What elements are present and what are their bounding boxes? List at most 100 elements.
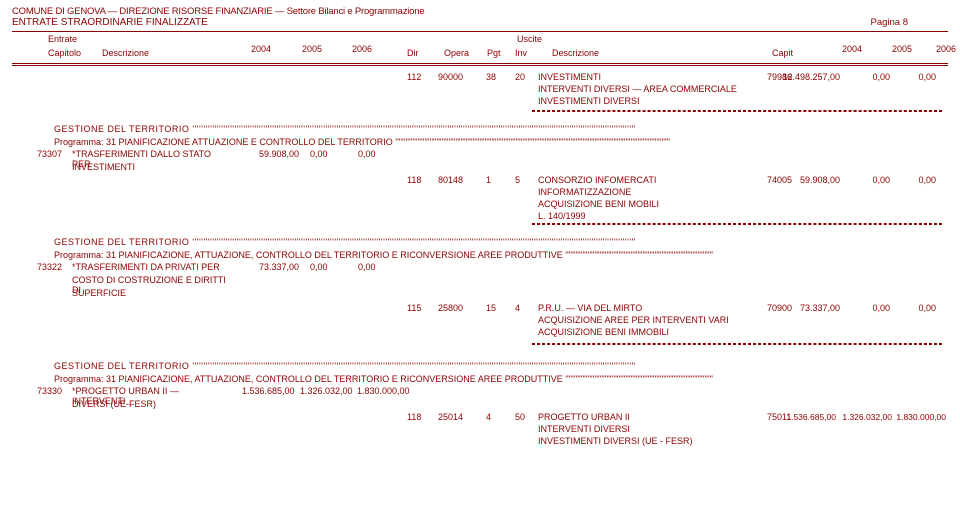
s2-u-d3: ACQUISIZIONE BENI IMMOBILI	[538, 327, 669, 337]
col-2004-left: 2004	[251, 44, 271, 54]
s3-ev3: 1.830.000,00	[357, 386, 410, 396]
dash-sep-1	[532, 110, 942, 112]
s3-u-v1: 1.536.685,00	[786, 412, 836, 422]
col-inv: Inv	[515, 48, 527, 58]
s1-u-v3: 0,00	[918, 175, 936, 185]
section3-entry-row2: DIVERSI (UE-FESR)	[12, 399, 948, 410]
column-headers: Entrate Uscite Capitolo Descrizione 2004…	[12, 34, 948, 60]
s3-u-dir: 118	[407, 412, 421, 422]
top-uscita-row2: INTERVENTI DIVERSI — AREA COMMERCIALE	[12, 84, 948, 96]
s3-ev2: 1.326.032,00	[300, 386, 353, 396]
header-line2: ENTRATE STRAORDINARIE FINALIZZATE	[12, 17, 870, 28]
s1-ev1: 59.908,00	[259, 149, 299, 159]
section3-entry-row1: 73330 *PROGETTO URBAN II — INTERVENTI 1.…	[12, 386, 948, 397]
s3-u-opera: 25014	[438, 412, 463, 422]
col-descrizione-left: Descrizione	[102, 48, 149, 58]
top-opera: 90000	[438, 72, 463, 82]
s2-uscita-row1: 115 25800 15 4 P.R.U. — VIA DEL MIRTO 70…	[12, 303, 948, 315]
s1-u-pgt: 1	[486, 175, 491, 185]
col-pgt: Pgt	[487, 48, 501, 58]
s2-u-inv: 4	[515, 303, 520, 313]
top-inv: 20	[515, 72, 525, 82]
s1-u-opera: 80148	[438, 175, 463, 185]
s2-u-dir: 115	[407, 303, 421, 313]
s1-u-d4: L. 140/1999	[538, 211, 586, 221]
section2-entry-row2: COSTO DI COSTRUZIONE E DIRITTI DI	[12, 275, 948, 286]
top-pgt: 38	[486, 72, 496, 82]
section2-title: GESTIONE DEL TERRITORIO ''''''''''''''''…	[54, 237, 948, 247]
s3-uscita-row2: INTERVENTI DIVERSI	[12, 424, 948, 436]
s1-ev3: 0,00	[358, 149, 376, 159]
rule-top	[12, 31, 948, 32]
section2-programma: Programma: 31 PIANIFICAZIONE, ATTUAZIONE…	[54, 250, 948, 260]
top-uscita-row3: INVESTIMENTI DIVERSI	[12, 96, 948, 108]
s3-u-v2: 1.326.032,00	[842, 412, 892, 422]
rule-1	[12, 63, 948, 64]
section3-title: GESTIONE DEL TERRITORIO ''''''''''''''''…	[54, 361, 948, 371]
col-descrizione-right: Descrizione	[552, 48, 599, 58]
s3-u-pgt: 4	[486, 412, 491, 422]
top-v1: 12.498.257,00	[782, 72, 840, 82]
s2-desc3: SUPERFICIE	[72, 288, 126, 298]
s1-u-v1: 59.908,00	[800, 175, 840, 185]
col-2005-right: 2005	[892, 44, 912, 54]
s1-u-capit: 74005	[767, 175, 792, 185]
s1-u-v2: 0,00	[872, 175, 890, 185]
s1-ev2: 0,00	[310, 149, 328, 159]
s1-u-dir: 118	[407, 175, 421, 185]
section2-entry-row3: SUPERFICIE	[12, 288, 948, 299]
dash-sep-3	[532, 343, 942, 345]
s1-u-d2: INFORMATIZZAZIONE	[538, 187, 631, 197]
s2-u-capit: 70900	[767, 303, 792, 313]
s1-code: 73307	[37, 149, 62, 159]
s2-desc1: *TRASFERIMENTI DA PRIVATI PER	[72, 262, 220, 272]
col-dir: Dir	[407, 48, 419, 58]
s3-u-v3: 1.830.000,00	[896, 412, 946, 422]
top-desc1: INVESTIMENTI	[538, 72, 601, 82]
col-2006-left: 2006	[352, 44, 372, 54]
col-capitolo: Capitolo	[48, 48, 81, 58]
s2-u-v2: 0,00	[872, 303, 890, 313]
s2-ev3: 0,00	[358, 262, 376, 272]
top-v2: 0,00	[872, 72, 890, 82]
s3-u-d2: INTERVENTI DIVERSI	[538, 424, 630, 434]
s2-u-d2: ACQUISIZIONE AREE PER INTERVENTI VARI	[538, 315, 729, 325]
top-v3: 0,00	[918, 72, 936, 82]
s2-u-v3: 0,00	[918, 303, 936, 313]
page-number: Pagina 8	[870, 17, 908, 28]
header-line1: COMUNE DI GENOVA — DIREZIONE RISORSE FIN…	[12, 6, 948, 17]
top-desc2: INTERVENTI DIVERSI — AREA COMMERCIALE	[538, 84, 737, 94]
dash-sep-2	[532, 223, 942, 225]
s1-desc2: INVESTIMENTI	[72, 162, 135, 172]
s1-uscita-row2: INFORMATIZZAZIONE	[12, 187, 948, 199]
col-uscite: Uscite	[517, 34, 542, 44]
section2-entry-row1: 73322 *TRASFERIMENTI DA PRIVATI PER 73.3…	[12, 262, 948, 273]
col-2004-right: 2004	[842, 44, 862, 54]
rule-2	[12, 65, 948, 66]
s2-u-v1: 73.337,00	[800, 303, 840, 313]
col-capit: Capit	[772, 48, 793, 58]
s3-u-d3: INVESTIMENTI DIVERSI (UE - FESR)	[538, 436, 693, 446]
section1-entry-row2: INVESTIMENTI	[12, 162, 948, 173]
top-dir: 112	[407, 72, 421, 82]
s3-desc2: DIVERSI (UE-FESR)	[72, 399, 156, 409]
s2-u-d1: P.R.U. — VIA DEL MIRTO	[538, 303, 642, 313]
s1-uscita-row3: ACQUISIZIONE BENI MOBILI	[12, 199, 948, 211]
s2-ev1: 73.337,00	[259, 262, 299, 272]
col-2005-left: 2005	[302, 44, 322, 54]
top-desc3: INVESTIMENTI DIVERSI	[538, 96, 640, 106]
s3-uscita-row3: INVESTIMENTI DIVERSI (UE - FESR)	[12, 436, 948, 448]
s1-u-inv: 5	[515, 175, 520, 185]
s2-u-opera: 25800	[438, 303, 463, 313]
section1-entry-row1: 73307 *TRASFERIMENTI DALLO STATO PER 59.…	[12, 149, 948, 160]
s2-uscita-row2: ACQUISIZIONE AREE PER INTERVENTI VARI	[12, 315, 948, 327]
s3-uscita-row1: 118 25014 4 50 PROGETTO URBAN II 75011 1…	[12, 412, 948, 424]
s1-uscita-row4: L. 140/1999	[12, 211, 948, 223]
s3-ev1: 1.536.685,00	[242, 386, 295, 396]
s2-code: 73322	[37, 262, 62, 272]
s1-uscita-row1: 118 80148 1 5 CONSORZIO INFOMERCATI 7400…	[12, 175, 948, 187]
s3-u-d1: PROGETTO URBAN II	[538, 412, 630, 422]
col-2006-right: 2006	[936, 44, 956, 54]
s3-u-inv: 50	[515, 412, 525, 422]
section1-programma: Programma: 31 PIANIFICAZIONE ATTUAZIONE …	[54, 137, 948, 147]
